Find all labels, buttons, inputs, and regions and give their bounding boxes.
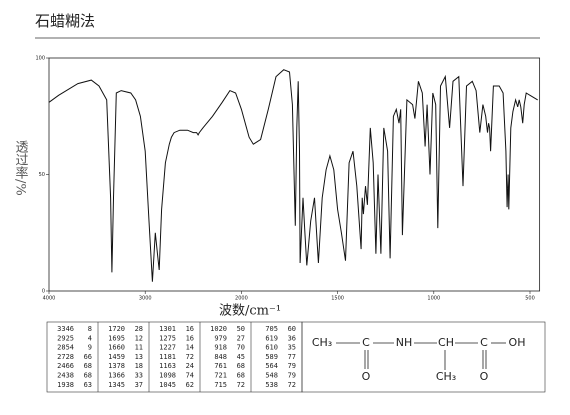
peak-transmittance: 33 <box>135 372 143 380</box>
peak-transmittance: 27 <box>237 334 245 342</box>
peak-wavenumber: 979 <box>214 334 227 342</box>
x-tick-label: 3000 <box>139 296 152 302</box>
atom-label: CH₃ <box>312 336 332 349</box>
peak-transmittance: 68 <box>84 362 92 370</box>
peak-wavenumber: 619 <box>265 334 278 342</box>
peak-transmittance: 18 <box>135 362 143 370</box>
structure-bonds <box>336 342 506 370</box>
peak-wavenumber: 918 <box>214 344 227 352</box>
atom-label: C <box>480 336 488 349</box>
atom-label: OH <box>509 336 526 349</box>
title: 石蜡糊法 <box>35 12 95 30</box>
peak-transmittance: 9 <box>88 344 92 352</box>
atom-label: C <box>362 336 370 349</box>
atom-label: CH₃ <box>436 370 456 383</box>
peak-wavenumber: 1660 <box>108 344 125 352</box>
peak-transmittance: 16 <box>186 325 194 333</box>
peak-transmittance: 72 <box>186 353 194 361</box>
peak-transmittance: 72 <box>237 381 245 389</box>
peak-wavenumber: 1020 <box>210 325 227 333</box>
peak-transmittance: 13 <box>135 353 143 361</box>
peak-transmittance: 24 <box>186 362 194 370</box>
atom-label: O <box>362 370 371 383</box>
peak-wavenumber: 848 <box>214 353 227 361</box>
peak-transmittance: 70 <box>237 344 245 352</box>
peak-transmittance: 16 <box>186 334 194 342</box>
x-tick-label: 2000 <box>235 296 248 302</box>
peak-transmittance: 79 <box>288 362 296 370</box>
peak-transmittance: 62 <box>186 381 194 389</box>
peak-transmittance: 35 <box>288 344 296 352</box>
y-tick-label: 0 <box>42 289 45 295</box>
peak-wavenumber: 1378 <box>108 362 125 370</box>
x-tick-label: 1500 <box>331 296 344 302</box>
peak-wavenumber: 761 <box>214 362 227 370</box>
peak-transmittance: 12 <box>135 334 143 342</box>
x-tick-label: 1000 <box>427 296 440 302</box>
peak-wavenumber: 2854 <box>57 344 74 352</box>
spectrum-line <box>48 69 538 282</box>
peak-wavenumber: 1938 <box>57 381 74 389</box>
peak-wavenumber: 705 <box>265 325 278 333</box>
x-tick-label: 500 <box>525 296 535 302</box>
peak-transmittance: 28 <box>135 325 143 333</box>
peak-wavenumber: 564 <box>265 362 278 370</box>
peak-wavenumber: 1366 <box>108 372 125 380</box>
peak-transmittance: 79 <box>288 372 296 380</box>
peak-wavenumber: 1275 <box>159 334 176 342</box>
peak-transmittance: 4 <box>88 334 92 342</box>
peak-transmittance: 45 <box>237 353 245 361</box>
peak-transmittance: 74 <box>186 372 194 380</box>
atom-label: CH <box>438 336 454 349</box>
peak-wavenumber: 715 <box>214 381 227 389</box>
peak-wavenumber: 1181 <box>159 353 176 361</box>
peak-wavenumber: 1163 <box>159 362 176 370</box>
peak-wavenumber: 2728 <box>57 353 74 361</box>
peak-transmittance: 68 <box>84 372 92 380</box>
peak-wavenumber: 1720 <box>108 325 125 333</box>
peak-transmittance: 11 <box>135 344 143 352</box>
peak-transmittance: 68 <box>237 372 245 380</box>
peak-wavenumber: 1345 <box>108 381 125 389</box>
peak-transmittance: 36 <box>288 334 296 342</box>
peak-transmittance: 60 <box>288 325 296 333</box>
peak-wavenumber: 2438 <box>57 372 74 380</box>
peak-transmittance: 8 <box>88 325 92 333</box>
peak-wavenumber: 2466 <box>57 362 74 370</box>
peak-wavenumber: 3346 <box>57 325 74 333</box>
peak-transmittance: 50 <box>237 325 245 333</box>
peak-wavenumber: 1301 <box>159 325 176 333</box>
peak-transmittance: 14 <box>186 344 194 352</box>
peak-transmittance: 63 <box>84 381 92 389</box>
peak-wavenumber: 610 <box>265 344 278 352</box>
peak-transmittance: 37 <box>135 381 143 389</box>
y-tick-label: 50 <box>39 172 45 178</box>
peak-transmittance: 77 <box>288 353 296 361</box>
atom-label: NH <box>396 336 413 349</box>
peak-wavenumber: 538 <box>265 381 278 389</box>
peak-transmittance: 66 <box>84 353 92 361</box>
y-label: 透过率/% <box>13 140 29 196</box>
peak-wavenumber: 721 <box>214 372 227 380</box>
peak-wavenumber: 1098 <box>159 372 176 380</box>
peak-wavenumber: 589 <box>265 353 278 361</box>
peak-wavenumber: 1045 <box>159 381 176 389</box>
atom-label: O <box>480 370 489 383</box>
peak-transmittance: 72 <box>288 381 296 389</box>
structure-box <box>301 321 546 393</box>
peak-transmittance: 68 <box>237 362 245 370</box>
x-label: 波数/cm⁻¹ <box>219 304 281 319</box>
peak-wavenumber: 1695 <box>108 334 125 342</box>
x-tick-label: 4000 <box>43 296 56 302</box>
peak-wavenumber: 1227 <box>159 344 176 352</box>
peak-wavenumber: 548 <box>265 372 278 380</box>
y-tick-label: 100 <box>35 56 45 62</box>
peak-wavenumber: 1459 <box>108 353 125 361</box>
peak-wavenumber: 2925 <box>57 334 74 342</box>
